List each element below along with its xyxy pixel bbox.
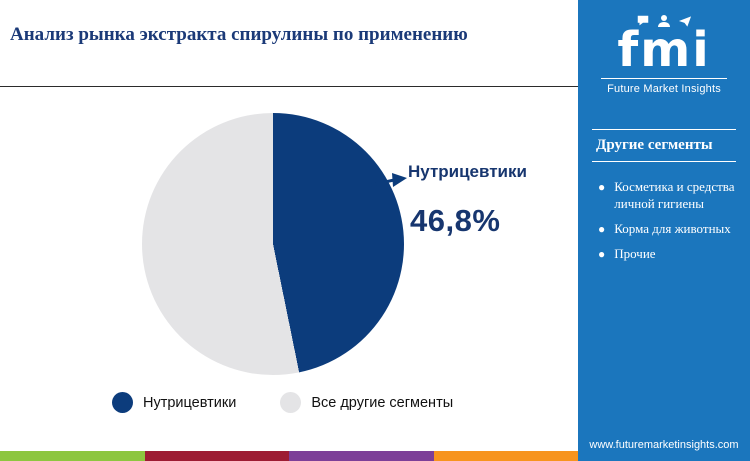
list-item: ● Прочие [598,245,656,261]
panel-title: Другие сегменты [592,128,736,162]
legend-item: Нутрицевтики [112,392,236,413]
legend-swatch-nutraceuticals [112,392,133,413]
bullet-icon: ● [598,179,606,194]
callout-arrow-icon [366,173,407,188]
panel-list: ● Косметика и средства личной гигиены ● … [598,178,742,263]
page-title: Анализ рынка экстракта спирулины по прим… [10,24,468,45]
callout-value: 46,8% [410,203,501,238]
bullet-icon: ● [598,246,606,261]
stripe-segment [289,451,434,461]
title-divider [0,86,578,87]
logo-text: fmi [617,22,711,78]
stripe-segment [0,451,145,461]
callout-label: Нутрицевтики [408,162,527,181]
logo-icons [578,12,750,28]
legend: Нутрицевтики Все другие сегменты [112,392,453,413]
sidebar: fmi Future Market Insights Другие сегмен… [578,0,750,461]
footer-stripe [0,451,578,461]
website-link[interactable]: www.futuremarketinsights.com [589,439,739,451]
legend-swatch-other-segments [280,392,302,413]
bullet-icon: ● [598,221,606,236]
stripe-segment [144,451,289,461]
person-icon [658,15,670,27]
list-item: ● Корма для животных [598,220,731,236]
stripe-segment [433,451,578,461]
pie-chart [142,113,404,375]
logo-divider [601,77,727,79]
fmi-logo: fmi Future Market Insights [578,0,750,95]
list-item: ● Косметика и средства личной гигиены [598,178,735,212]
legend-label: Нутрицевтики [143,394,237,411]
paper-plane-icon [678,16,692,27]
chart-area: Анализ рынка экстракта спирулины по прим… [0,24,578,413]
chat-icon [637,15,649,26]
legend-label: Все другие сегменты [311,394,454,411]
legend-item: Все другие сегменты [280,392,453,413]
logo-subtitle: Future Market Insights [607,82,721,95]
